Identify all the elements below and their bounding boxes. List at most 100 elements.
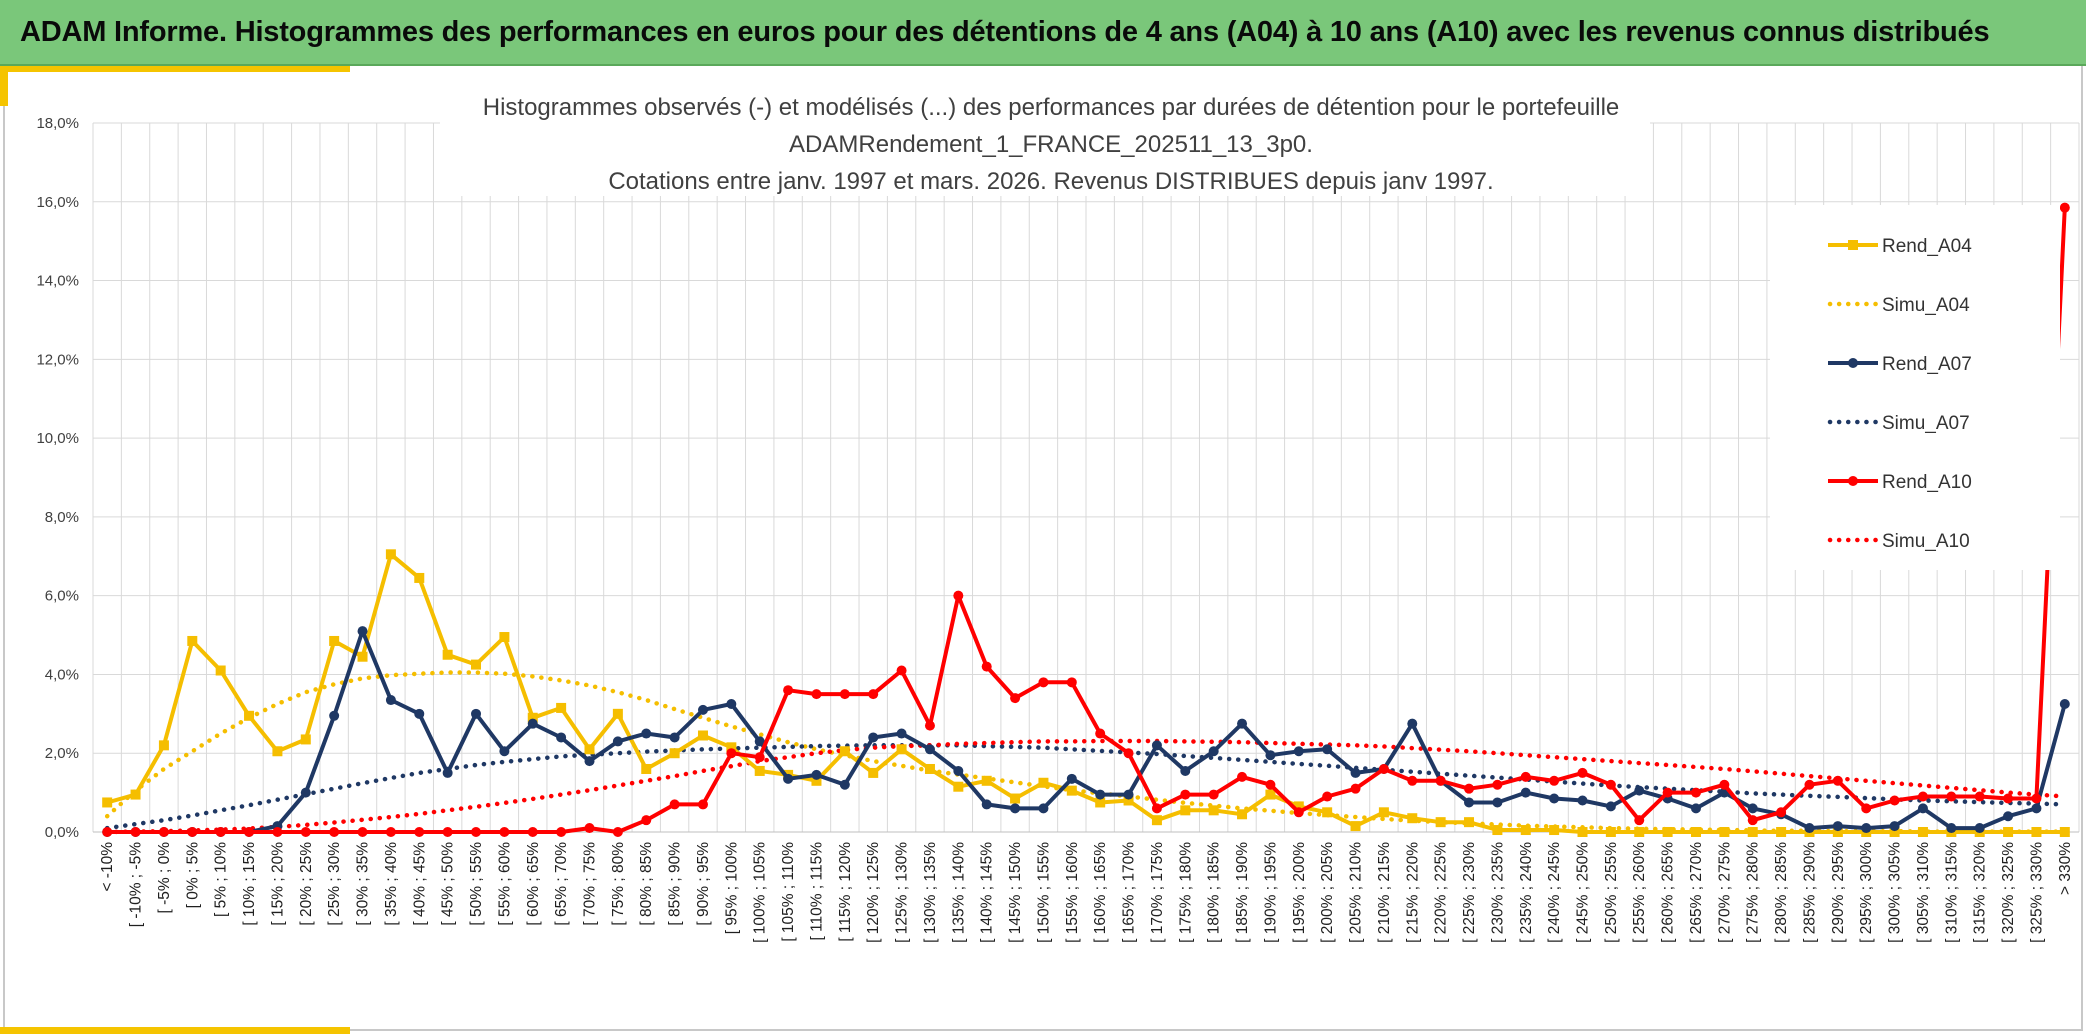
data-point	[1747, 815, 1758, 826]
data-point	[556, 702, 567, 713]
series-line-simu-a07	[104, 743, 2068, 831]
data-point	[981, 799, 992, 810]
chart-title-line-1: Histogrammes observés (-) et modélisés (…	[483, 94, 1620, 121]
data-point	[244, 827, 255, 837]
legend-label: Simu_A10	[1882, 531, 1970, 552]
data-point	[1492, 797, 1503, 808]
data-point	[1605, 779, 1616, 790]
y-tick-label: 10,0%	[36, 430, 79, 447]
data-point	[1464, 797, 1475, 808]
data-point	[1095, 728, 1106, 739]
data-point	[1038, 777, 1049, 788]
x-tick-label: [ 320% ; 325%	[2000, 842, 2017, 943]
data-point	[1407, 775, 1418, 786]
data-point	[102, 797, 113, 808]
data-point	[811, 775, 822, 786]
data-point	[1151, 815, 1162, 826]
data-point	[1832, 827, 1843, 837]
data-point	[471, 659, 482, 670]
data-point	[1010, 693, 1021, 704]
data-point	[1322, 744, 1333, 755]
data-point	[1265, 779, 1276, 790]
data-point	[868, 689, 879, 700]
data-point	[612, 708, 623, 719]
y-tick-label: 12,0%	[36, 351, 79, 368]
legend-item: Simu_A07	[1827, 413, 1970, 434]
data-point	[1776, 807, 1787, 818]
data-point	[1747, 803, 1758, 814]
data-point	[1435, 775, 1446, 786]
x-tick-label: [ 45% ; 50%	[440, 842, 457, 926]
y-tick-label: 4,0%	[45, 666, 79, 683]
data-point	[1123, 748, 1134, 759]
data-point	[1464, 817, 1475, 828]
data-point	[1832, 775, 1843, 786]
x-tick-label: [ 60% ; 65%	[525, 842, 542, 926]
data-point	[1322, 807, 1333, 818]
data-point	[1237, 771, 1248, 782]
chart-series	[102, 202, 2070, 837]
x-tick-label: [ 260% ; 265%	[1660, 842, 1677, 943]
data-point	[697, 730, 708, 741]
x-tick-label: [ 30% ; 35%	[355, 842, 372, 926]
data-point	[1662, 787, 1673, 798]
data-point	[187, 635, 198, 646]
data-point	[1577, 827, 1588, 837]
report-header: ADAM Informe. Histogrammes des performan…	[0, 0, 2086, 66]
x-tick-label: [ 90% ; 95%	[695, 842, 712, 926]
legend-swatch-marker	[1848, 358, 1858, 368]
data-point	[158, 827, 169, 837]
y-tick-label: 8,0%	[45, 509, 79, 526]
data-point	[839, 689, 850, 700]
data-point	[1095, 797, 1106, 808]
data-point	[1917, 791, 1928, 802]
data-point	[641, 763, 652, 774]
data-point	[1066, 773, 1077, 784]
data-point	[1719, 827, 1730, 837]
data-point	[2003, 811, 2014, 822]
data-point	[2031, 803, 2042, 814]
x-tick-label: [ 240% ; 245%	[1546, 842, 1563, 943]
x-tick-label: [ 135% ; 140%	[950, 842, 967, 943]
data-point	[1208, 746, 1219, 757]
x-tick-label: [ 230% ; 235%	[1489, 842, 1506, 943]
data-point	[896, 665, 907, 676]
data-point	[1038, 803, 1049, 814]
data-point	[896, 728, 907, 739]
data-point	[1151, 740, 1162, 751]
data-point	[953, 765, 964, 776]
x-tick-label: [ 235% ; 240%	[1518, 842, 1535, 943]
data-point	[754, 736, 765, 747]
data-point	[1917, 827, 1928, 837]
data-point	[1010, 793, 1021, 804]
data-point	[584, 756, 595, 767]
x-tick-label: [ 75% ; 80%	[610, 842, 627, 926]
data-point	[329, 635, 340, 646]
data-point	[1974, 823, 1985, 834]
data-point	[1180, 765, 1191, 776]
x-tick-label: [ 300% ; 305%	[1887, 842, 1904, 943]
x-tick-label: [ 200% ; 205%	[1319, 842, 1336, 943]
data-point	[300, 734, 311, 745]
data-point	[1407, 813, 1418, 824]
chart-legend: Rend_A04 Simu_A04 Rend_A07 Simu_A07 Rend_A10…	[1770, 205, 2060, 570]
data-point	[641, 815, 652, 826]
data-point	[612, 736, 623, 747]
y-tick-label: 2,0%	[45, 745, 79, 762]
data-point	[1378, 763, 1389, 774]
chart-title-line-2: ADAMRendement_1_FRANCE_202511_13_3p0.	[789, 131, 1313, 158]
x-tick-label: [ 100% ; 105%	[752, 842, 769, 943]
y-tick-label: 16,0%	[36, 194, 79, 211]
x-tick-label: [ 165% ; 170%	[1121, 842, 1138, 943]
data-point	[1123, 789, 1134, 800]
data-point	[1180, 805, 1191, 816]
data-point	[981, 661, 992, 672]
x-tick-label: [ 15% ; 20%	[269, 842, 286, 926]
series-line-rend-a10	[107, 207, 2067, 834]
data-point	[2003, 827, 2014, 837]
data-point	[329, 827, 340, 837]
data-point	[1520, 771, 1531, 782]
chart-title-line-3: Cotations entre janv. 1997 et mars. 2026…	[608, 168, 1493, 195]
data-point	[1889, 795, 1900, 806]
data-point	[556, 827, 567, 837]
